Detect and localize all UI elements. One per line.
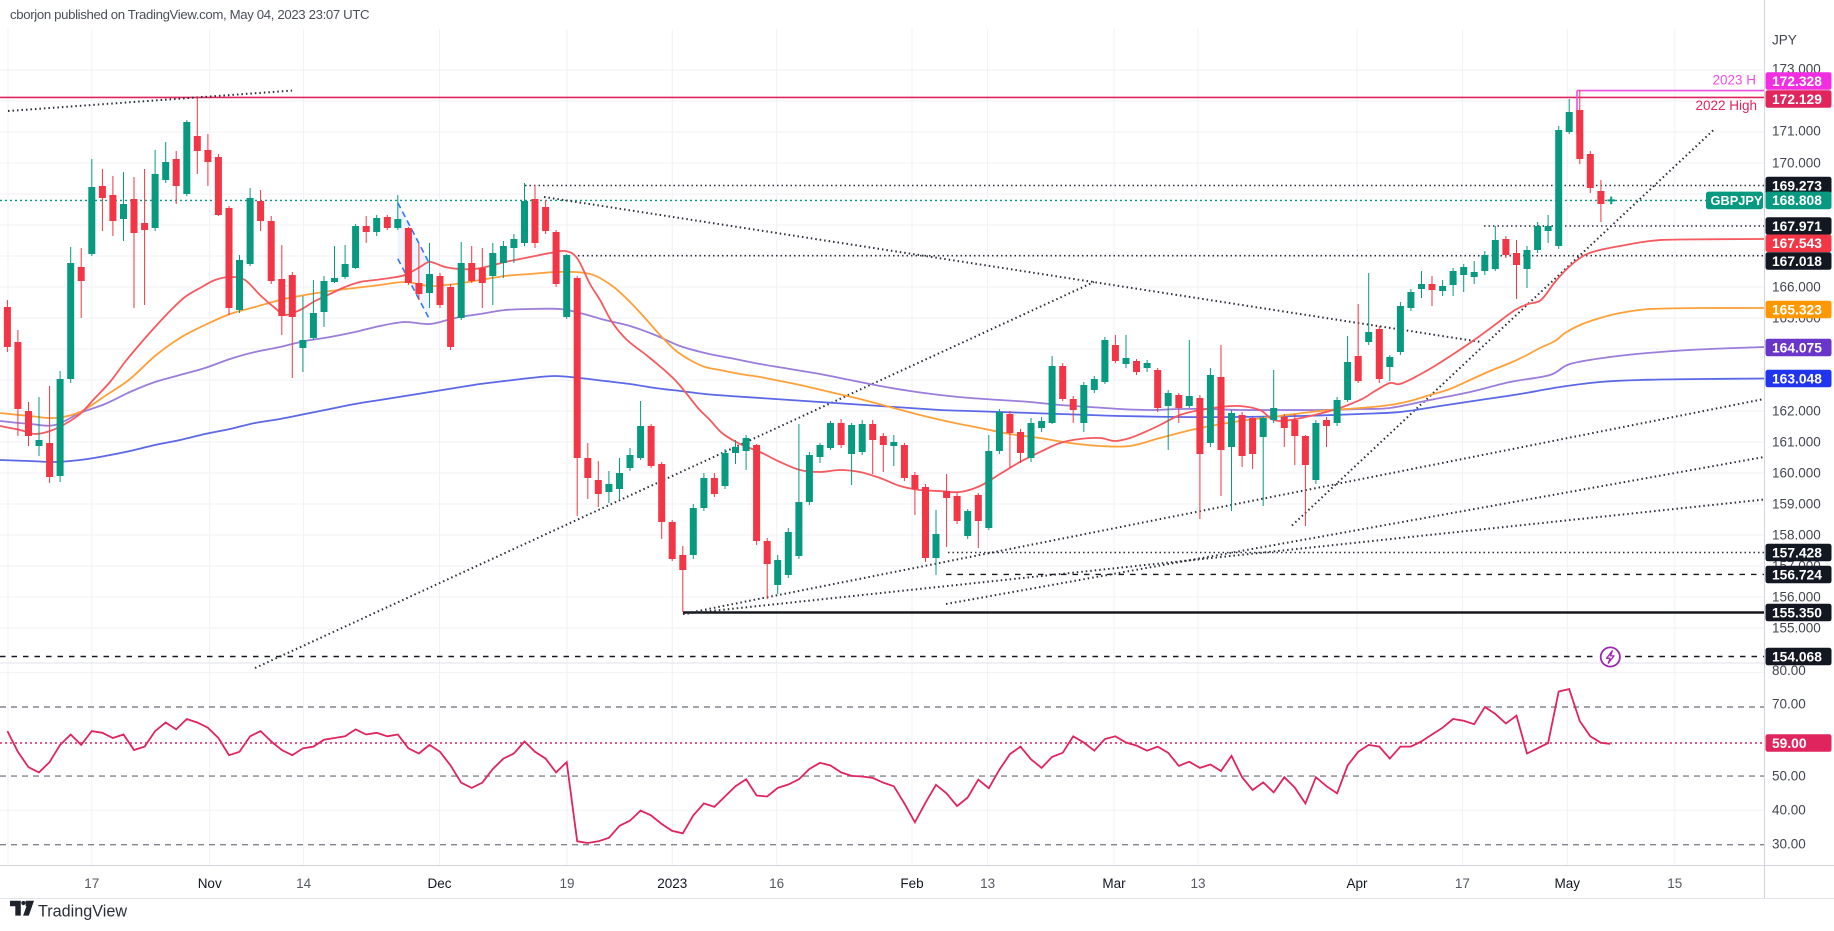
svg-text:167.971: 167.971 [1772,219,1822,234]
svg-text:13: 13 [980,876,995,891]
svg-text:40.00: 40.00 [1772,803,1806,818]
svg-text:2022 High: 2022 High [1695,98,1757,113]
svg-text:159.000: 159.000 [1772,497,1821,512]
svg-text:162.000: 162.000 [1772,404,1821,419]
svg-text:50.00: 50.00 [1772,769,1806,784]
svg-text:2023: 2023 [657,876,687,891]
svg-text:JPY: JPY [1772,33,1797,48]
svg-text:cborjon published on TradingVi: cborjon published on TradingView.com, Ma… [10,7,370,22]
svg-text:Nov: Nov [198,876,222,891]
svg-text:172.129: 172.129 [1772,92,1822,107]
svg-text:158.000: 158.000 [1772,528,1821,543]
svg-text:80.00: 80.00 [1772,663,1806,678]
svg-text:Dec: Dec [427,876,451,891]
svg-text:30.00: 30.00 [1772,837,1806,852]
svg-text:156.000: 156.000 [1772,590,1821,605]
svg-text:15: 15 [1667,876,1682,891]
svg-text:Apr: Apr [1346,876,1368,891]
svg-text:170.000: 170.000 [1772,156,1821,171]
svg-text:164.075: 164.075 [1772,340,1822,355]
svg-text:14: 14 [296,876,312,891]
svg-text:155.350: 155.350 [1772,605,1822,620]
svg-text:161.000: 161.000 [1772,435,1821,450]
svg-text:167.018: 167.018 [1772,254,1822,269]
svg-text:GBPJPY: GBPJPY [1711,193,1763,208]
svg-text:70.00: 70.00 [1772,697,1806,712]
svg-text:171.000: 171.000 [1772,124,1821,139]
svg-text:59.00: 59.00 [1772,736,1807,751]
svg-text:16: 16 [769,876,784,891]
svg-text:165.323: 165.323 [1772,302,1822,317]
svg-text:163.048: 163.048 [1772,371,1822,386]
svg-text:13: 13 [1190,876,1205,891]
svg-text:19: 19 [559,876,574,891]
svg-text:17: 17 [1455,876,1470,891]
svg-text:167.543: 167.543 [1772,236,1822,251]
svg-text:166.000: 166.000 [1772,280,1821,295]
svg-text:Feb: Feb [900,876,923,891]
svg-text:168.808: 168.808 [1772,193,1822,208]
svg-text:157.428: 157.428 [1772,545,1822,560]
svg-text:172.328: 172.328 [1772,74,1822,89]
svg-text:17: 17 [84,876,99,891]
svg-text:TradingView: TradingView [38,903,127,921]
svg-text:160.000: 160.000 [1772,466,1821,481]
svg-text:May: May [1555,876,1581,891]
svg-text:154.068: 154.068 [1772,649,1822,664]
svg-text:169.273: 169.273 [1772,178,1822,193]
svg-text:2023 H: 2023 H [1712,73,1756,88]
svg-text:156.724: 156.724 [1772,567,1822,582]
svg-text:Mar: Mar [1102,876,1126,891]
svg-text:155.000: 155.000 [1772,621,1821,636]
